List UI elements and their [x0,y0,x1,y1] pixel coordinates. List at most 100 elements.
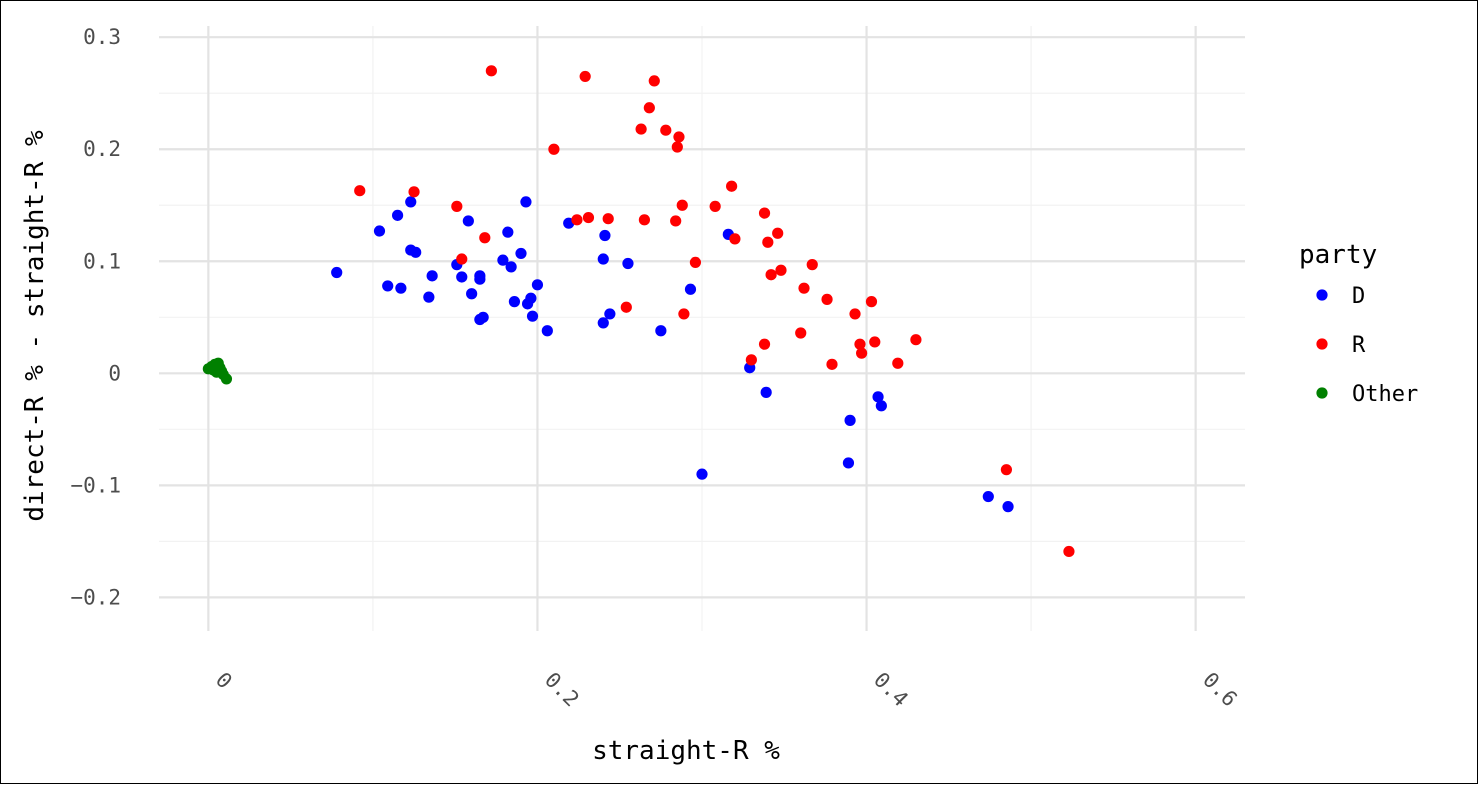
data-point [849,308,861,320]
data-point [758,207,771,219]
data-point [382,280,394,292]
data-point [505,261,517,273]
data-point [220,373,233,385]
data-point [426,270,438,282]
data-point [622,257,634,270]
data-point [869,336,881,348]
data-point [373,225,386,237]
data-point [765,269,777,281]
data-point [1063,545,1075,558]
legend-label-d: D [1352,284,1365,309]
data-point [684,283,697,295]
minor-grid [159,26,1245,631]
data-point [604,308,616,320]
legend-key-other [1316,387,1328,399]
data-point [456,253,468,265]
data-point [602,213,614,225]
legend-key-d [1316,289,1328,301]
data-point [502,226,514,238]
data-point [643,102,655,114]
data-point [775,264,787,276]
data-point [826,358,838,370]
data-point [910,334,922,346]
data-point [865,296,878,308]
data-point [541,325,553,337]
data-point [648,75,660,87]
data-point [729,233,741,245]
data-point [620,301,632,313]
data-point [671,141,683,153]
x-tick-label: 0.4 [869,668,913,712]
data-point [844,414,856,426]
data-point [526,310,539,322]
data-point [571,214,583,226]
x-tick-label: 0 [211,668,237,694]
data-point [745,354,757,366]
series-r [354,65,1075,558]
series-d [331,196,1014,513]
data-point [597,317,609,329]
data-point [331,266,343,279]
data-point [655,325,667,337]
legend-title: party [1299,240,1377,270]
data-point [582,211,595,224]
data-point [982,490,994,503]
data-point [670,215,682,227]
data-point [525,292,537,304]
data-point [497,254,509,266]
y-tick-label: 0 [108,361,121,385]
data-point [462,215,474,227]
data-point [635,123,647,135]
data-point [354,185,366,197]
data-point [520,196,532,208]
data-point [760,386,772,398]
data-point [466,288,478,300]
y-axis-ticks: −0.2 −0.1 0 0.1 0.2 0.3 [70,25,121,609]
data-point [477,311,489,323]
data-point [508,296,521,308]
data-point [854,338,866,350]
y-tick-label: −0.2 [70,585,121,609]
data-point [515,247,527,260]
legend-label-r: R [1352,333,1366,358]
y-tick-label: 0.2 [83,137,121,161]
data-point [806,259,818,271]
data-point [726,180,738,192]
data-point [638,214,651,226]
data-point [479,232,491,244]
y-axis-title: direct-R % - straight-R % [20,130,50,522]
y-tick-label: −0.1 [70,473,121,497]
data-point [423,291,435,303]
data-point [408,186,420,198]
legend-key-r [1316,338,1328,350]
data-point [795,327,807,339]
data-point [410,246,422,258]
data-point [531,279,544,291]
major-grid [159,26,1245,631]
data-point [579,70,591,83]
data-point [676,199,688,211]
data-point [599,229,611,242]
data-point [798,282,810,294]
data-point [892,357,904,369]
data-point [660,124,672,136]
x-axis-ticks: 0 0.2 0.4 0.6 [211,668,1242,712]
y-tick-label: 0.3 [83,25,121,49]
legend-label-other: Other [1352,382,1418,407]
x-tick-label: 0.2 [540,668,584,712]
data-point [709,200,721,212]
legend-entries: DR Other [1316,284,1418,407]
data-point [875,400,887,412]
data-point [451,200,463,212]
legend: party DR Other [1299,240,1418,407]
data-point [405,196,417,208]
data-point [395,282,407,294]
data-point [597,253,609,265]
data-point [856,347,868,359]
series-other [202,357,233,385]
data-point [456,271,468,283]
data-point [872,391,884,403]
data-point [391,209,404,221]
